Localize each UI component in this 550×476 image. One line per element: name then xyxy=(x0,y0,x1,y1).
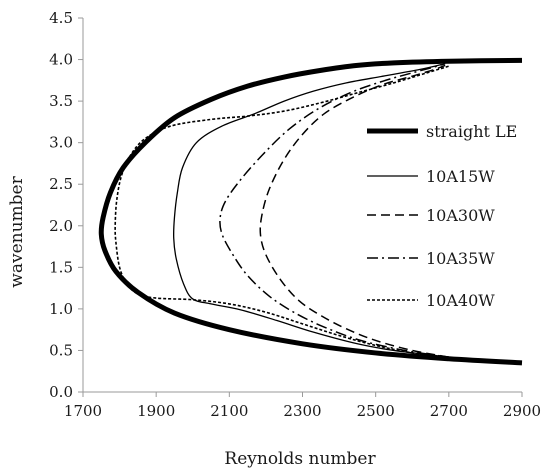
y-tick-label: 4.5 xyxy=(49,9,73,27)
x-tick-label: 2300 xyxy=(283,402,321,420)
y-axis-label: wavenumber xyxy=(7,175,27,287)
x-axis-ticks: 1700 1900 2100 2300 2500 2700 2900 xyxy=(64,392,541,420)
series-line-3 xyxy=(259,64,449,358)
y-tick-label: 0.5 xyxy=(49,341,73,359)
y-tick-label: 1.0 xyxy=(49,300,73,318)
y-tick-label: 0.0 xyxy=(49,383,73,401)
legend-label-1: straight LE xyxy=(426,122,517,141)
legend-label-3: 10A30W xyxy=(426,206,495,225)
series-line-2 xyxy=(172,63,449,358)
series-curves xyxy=(98,57,523,366)
legend-label-4: 10A35W xyxy=(426,249,495,268)
legend-label-2: 10A15W xyxy=(426,167,495,186)
series-line-1 xyxy=(98,57,523,366)
y-tick-label: 4.0 xyxy=(49,51,73,69)
legend-label-5: 10A40W xyxy=(426,291,495,310)
x-tick-label: 1900 xyxy=(137,402,175,420)
x-axis-label: Reynolds number xyxy=(224,449,376,469)
x-tick-label: 1700 xyxy=(64,402,102,420)
y-tick-label: 1.5 xyxy=(49,258,73,276)
y-tick-label: 3.0 xyxy=(49,134,73,152)
y-axis-ticks: 0.0 0.5 1.0 1.5 2.0 2.5 3.0 3.5 4.0 4.5 xyxy=(49,9,83,401)
x-tick-label: 2100 xyxy=(210,402,248,420)
y-tick-label: 2.5 xyxy=(49,175,73,193)
x-tick-label: 2500 xyxy=(357,402,395,420)
series-line-4 xyxy=(219,62,449,358)
legend: straight LE 10A15W 10A30W 10A35W 10A40W xyxy=(367,122,517,310)
y-tick-label: 3.5 xyxy=(49,92,73,110)
series-line-5 xyxy=(114,65,450,360)
x-tick-label: 2900 xyxy=(503,402,541,420)
y-tick-label: 2.0 xyxy=(49,217,73,235)
x-tick-label: 2700 xyxy=(430,402,468,420)
